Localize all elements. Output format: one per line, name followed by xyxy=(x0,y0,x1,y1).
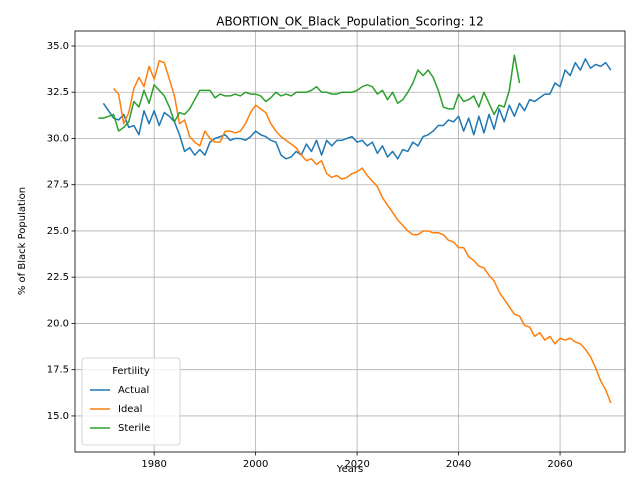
legend-label: Sterile xyxy=(118,423,150,434)
x-tick-label: 2000 xyxy=(243,459,268,470)
x-tick-label: 2060 xyxy=(547,459,572,470)
x-tick-label: 2020 xyxy=(344,459,369,470)
line-series xyxy=(98,54,521,132)
legend-box xyxy=(81,357,181,446)
y-tick-label: 22.5 xyxy=(47,272,69,283)
y-tick-label: 27.5 xyxy=(47,180,69,191)
legend-label: Actual xyxy=(118,385,149,396)
y-tick-label: 32.5 xyxy=(47,87,69,98)
y-tick-label: 30.0 xyxy=(47,133,69,144)
legend-label: Ideal xyxy=(118,404,142,415)
chart-title: ABORTION_OK_Black_Population_Scoring: 12 xyxy=(216,15,483,29)
y-tick-label: 15.0 xyxy=(47,411,69,422)
y-tick-label: 20.0 xyxy=(47,318,69,329)
line-series xyxy=(113,60,612,404)
line-series xyxy=(102,58,612,160)
legend-title: Fertility xyxy=(112,366,150,377)
plot-frame xyxy=(74,30,626,453)
x-axis-label: Years xyxy=(336,464,363,475)
x-tick-label: 1980 xyxy=(141,459,166,470)
y-axis-label: % of Black Population xyxy=(17,187,28,295)
x-tick-label: 2040 xyxy=(446,459,471,470)
y-tick-label: 25.0 xyxy=(47,226,69,237)
y-tick-label: 17.5 xyxy=(47,365,69,376)
y-tick-label: 35.0 xyxy=(47,41,69,52)
